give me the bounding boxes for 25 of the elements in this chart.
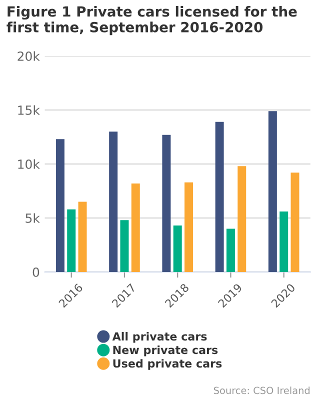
y-tick-label: 20k: [18, 51, 40, 61]
bar: [109, 132, 118, 272]
legend-label: All private cars: [112, 332, 207, 343]
y-tick-label: 0: [32, 267, 40, 277]
chart-title: Figure 1 Private cars licensed for the first time, September 2016-2020: [6, 6, 297, 36]
bar: [78, 202, 87, 272]
bar: [238, 166, 246, 272]
bar: [120, 220, 129, 272]
bar: [67, 209, 76, 272]
bar: [56, 139, 64, 272]
y-tick-label: 5k: [26, 213, 40, 223]
bar: [162, 134, 171, 272]
bar: [184, 182, 194, 272]
bar: [215, 122, 224, 272]
y-tick-label: 10k: [18, 159, 40, 169]
bar: [173, 226, 182, 272]
bar: [131, 183, 140, 272]
bar: [268, 111, 277, 272]
bar: [226, 228, 235, 272]
legend-label: New private cars: [113, 346, 218, 356]
bar: [280, 212, 288, 272]
legend-label: Used private cars: [113, 359, 222, 370]
source-note: Source: CSO Ireland: [214, 386, 310, 394]
bar: [290, 172, 300, 272]
y-tick-label: 15k: [18, 105, 40, 115]
